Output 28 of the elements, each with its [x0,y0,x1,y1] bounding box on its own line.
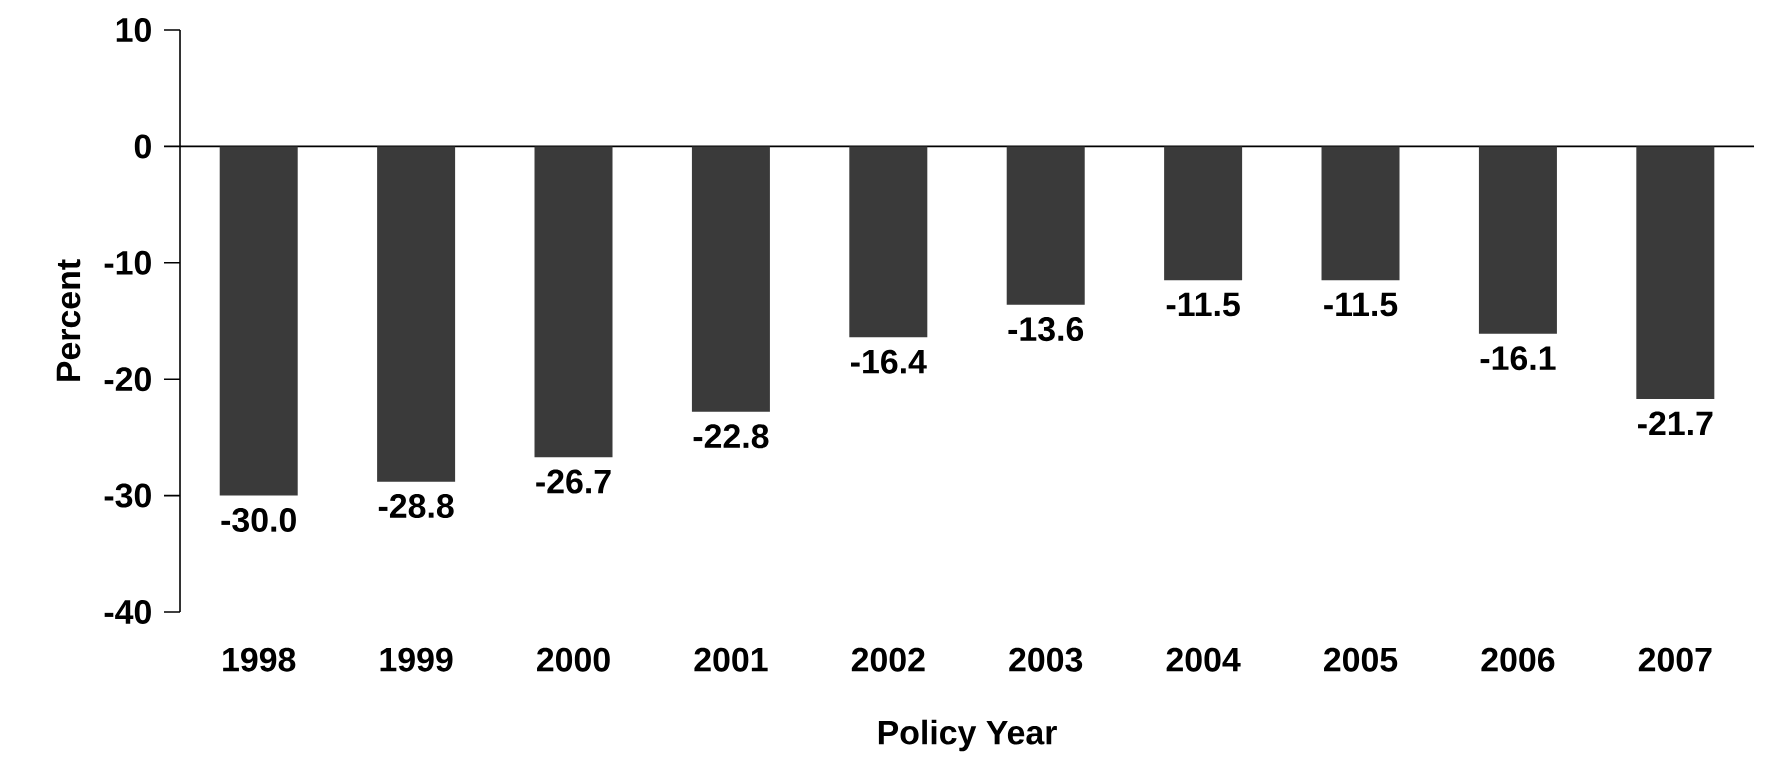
y-tick-label: -10 [104,250,151,275]
x-tick-label: 1999 [380,647,453,672]
data-label: -21.7 [1638,411,1713,436]
y-tick-label: 0 [134,134,151,159]
data-label: -26.7 [536,469,611,494]
y-tick-label: -40 [104,600,151,624]
x-tick-label: 1998 [223,647,296,672]
data-label: -13.6 [1008,317,1084,342]
y-tick-label: -30 [104,483,151,508]
data-label: -11.5 [1324,292,1398,317]
x-tick-label: 2001 [694,647,768,672]
x-tick-label: 2007 [1638,647,1712,672]
x-tick-label: 2003 [1009,647,1083,672]
x-tick-label: 2002 [851,647,925,672]
data-label: -28.8 [378,494,454,519]
y-axis-title: Percent [56,259,81,381]
x-tick-label: 2000 [537,647,610,672]
y-tick-label: 10 [116,18,151,43]
y-tick-label: -20 [104,367,151,392]
data-label: -16.4 [851,349,927,374]
x-tick-label: 2005 [1324,647,1398,672]
x-tick-label: 2004 [1166,647,1241,672]
data-label: -11.5 [1166,292,1240,317]
data-label: -22.8 [693,424,769,449]
data-label: -16.1 [1480,346,1556,371]
x-axis-title: Policy Year [878,719,1057,752]
data-label: -30.0 [221,508,296,533]
x-tick-label: 2006 [1481,647,1555,672]
